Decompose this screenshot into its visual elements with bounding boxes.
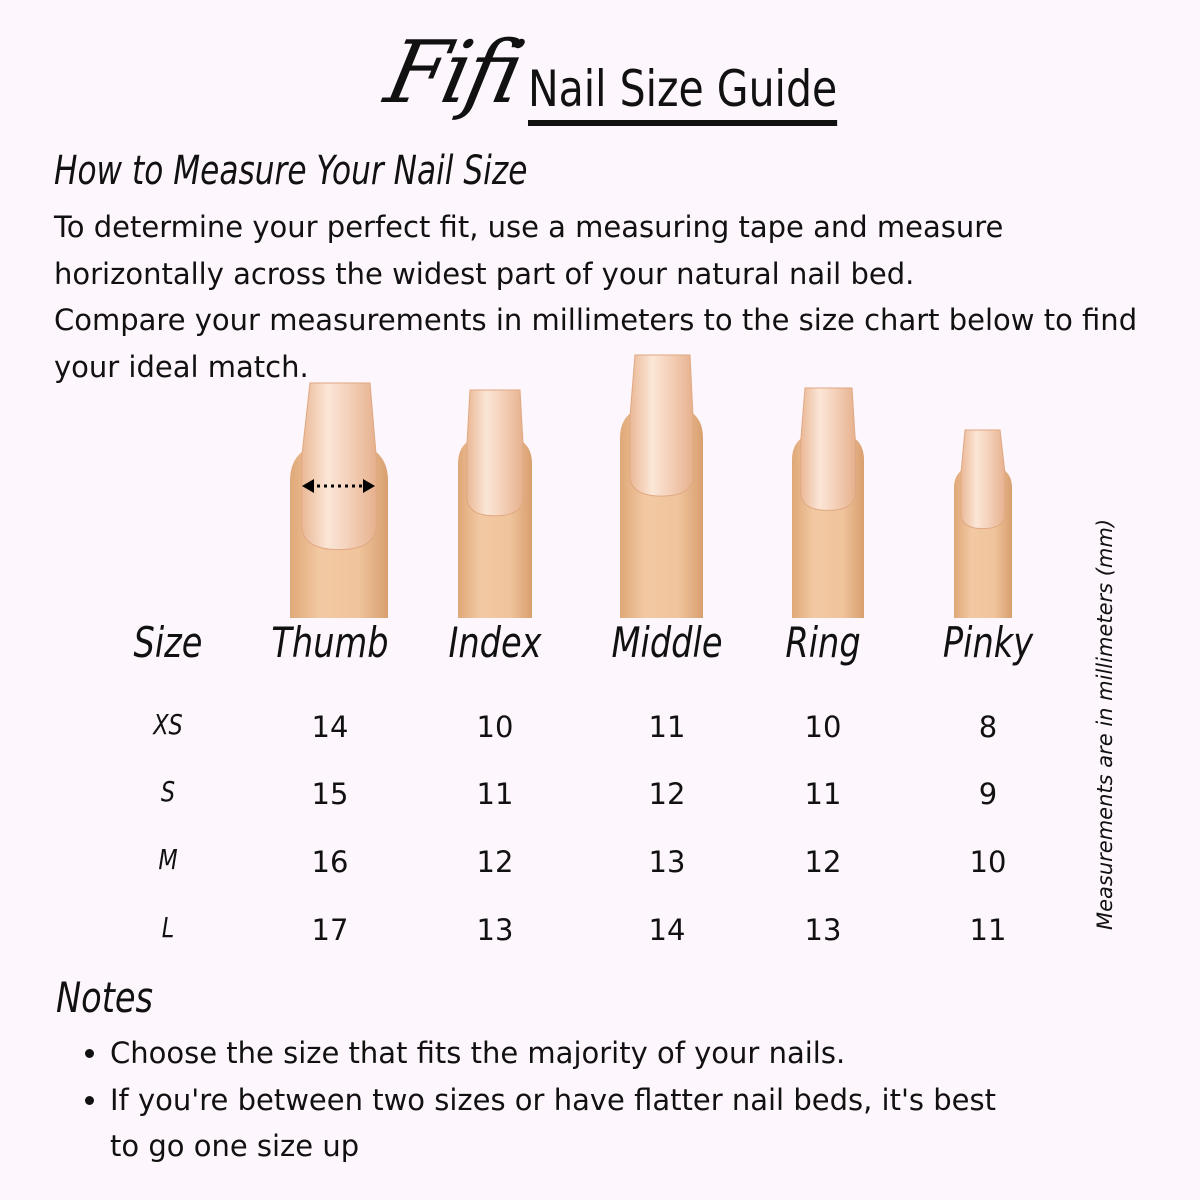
finger-illustration bbox=[954, 429, 1012, 618]
size-label: XS bbox=[153, 708, 183, 741]
size-value: 10 bbox=[476, 710, 514, 744]
note-item: If you're between two sizes or have flat… bbox=[110, 1077, 1010, 1170]
column-header: Pinky bbox=[942, 618, 1034, 667]
column-header: Ring bbox=[785, 618, 861, 667]
size-value: 11 bbox=[648, 710, 686, 744]
size-value: 13 bbox=[804, 913, 842, 947]
size-value: 9 bbox=[978, 777, 998, 811]
column-header: Size bbox=[133, 618, 203, 667]
intro-paragraph: To determine your perfect fit, use a mea… bbox=[54, 210, 1004, 291]
size-value: 14 bbox=[648, 913, 686, 947]
size-value: 14 bbox=[311, 710, 349, 744]
column-header: Thumb bbox=[271, 618, 389, 667]
size-value: 12 bbox=[476, 845, 514, 879]
size-value: 16 bbox=[311, 845, 349, 879]
measure-arrow-icon bbox=[302, 479, 375, 493]
how-to-heading: How to Measure Your Nail Size bbox=[54, 148, 528, 194]
finger-illustrations bbox=[290, 354, 1012, 618]
intro-text: To determine your perfect fit, use a mea… bbox=[54, 204, 1154, 390]
size-value: 11 bbox=[969, 913, 1007, 947]
finger-illustration bbox=[458, 389, 532, 618]
finger-illustration bbox=[290, 382, 388, 618]
finger-illustration bbox=[620, 354, 703, 618]
size-value: 10 bbox=[804, 710, 842, 744]
size-value: 10 bbox=[969, 845, 1007, 879]
column-header: Middle bbox=[611, 618, 723, 667]
notes-list: Choose the size that fits the majority o… bbox=[82, 1030, 1010, 1170]
size-label: S bbox=[160, 775, 176, 808]
size-value: 11 bbox=[476, 777, 514, 811]
size-label: M bbox=[158, 843, 178, 876]
size-label: L bbox=[161, 911, 175, 944]
size-value: 8 bbox=[978, 710, 998, 744]
column-header: Index bbox=[448, 618, 542, 667]
finger-illustration bbox=[792, 387, 864, 618]
unit-note: Measurements are in millimeters (mm) bbox=[1093, 518, 1117, 930]
intro-paragraph: Compare your measurements in millimeters… bbox=[54, 303, 1138, 384]
size-value: 11 bbox=[804, 777, 842, 811]
size-value: 13 bbox=[476, 913, 514, 947]
page-title: Nail Size Guide bbox=[528, 58, 838, 126]
size-value: 17 bbox=[311, 913, 349, 947]
size-value: 13 bbox=[648, 845, 686, 879]
size-value: 12 bbox=[648, 777, 686, 811]
size-value: 15 bbox=[311, 777, 349, 811]
note-item: Choose the size that fits the majority o… bbox=[110, 1030, 1010, 1077]
notes-heading: Notes bbox=[56, 973, 154, 1022]
size-value: 12 bbox=[804, 845, 842, 879]
